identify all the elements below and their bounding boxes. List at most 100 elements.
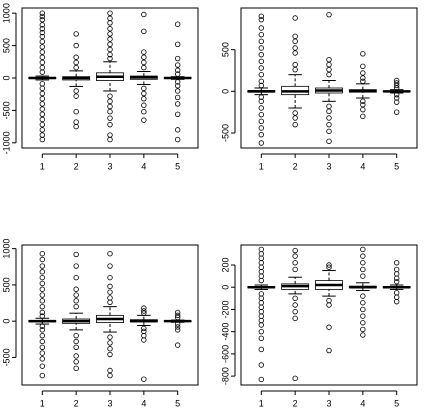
outlier xyxy=(326,121,332,128)
outlier xyxy=(360,51,366,57)
outlier xyxy=(326,103,332,110)
outlier xyxy=(39,256,46,263)
x-tick-label: 2 xyxy=(74,161,79,171)
outlier xyxy=(107,10,113,16)
outlier xyxy=(107,299,113,306)
x-tick-label: 5 xyxy=(175,161,180,171)
outlier xyxy=(141,337,147,343)
outlier xyxy=(393,266,400,273)
outlier xyxy=(258,328,265,335)
outlier xyxy=(73,109,79,115)
x-tick-label: 3 xyxy=(326,161,331,171)
outlier xyxy=(39,13,46,20)
outlier xyxy=(393,278,400,285)
y-tick-label: 0 xyxy=(1,75,11,80)
outlier xyxy=(258,308,265,315)
outlier xyxy=(326,71,332,78)
outlier xyxy=(73,286,79,292)
outlier xyxy=(39,69,46,75)
outlier xyxy=(73,251,79,258)
outlier xyxy=(258,45,265,51)
outlier xyxy=(141,85,147,92)
outlier xyxy=(258,71,265,78)
outlier xyxy=(73,365,79,372)
y-tick-label: -500 xyxy=(1,348,11,366)
outlier xyxy=(360,300,366,306)
outlier xyxy=(107,36,113,42)
outlier xyxy=(292,295,298,302)
outlier xyxy=(258,251,265,257)
outlier xyxy=(360,332,366,338)
outlier xyxy=(39,39,46,45)
outlier xyxy=(39,29,46,36)
outlier xyxy=(326,128,332,135)
outlier xyxy=(107,109,113,115)
outlier xyxy=(39,90,46,97)
outlier xyxy=(141,54,147,60)
outlier xyxy=(39,286,46,292)
outlier xyxy=(141,328,147,335)
outlier xyxy=(39,292,46,298)
outlier xyxy=(107,283,113,290)
outlier xyxy=(393,298,400,305)
outlier xyxy=(39,298,46,304)
outlier xyxy=(141,59,147,66)
outlier xyxy=(258,31,265,38)
outlier xyxy=(393,99,400,105)
outlier xyxy=(141,102,147,108)
outlier xyxy=(39,263,46,269)
outlier xyxy=(39,33,46,40)
outlier xyxy=(258,277,265,284)
y-tick-label: 1000 xyxy=(1,239,11,259)
outlier xyxy=(174,324,181,330)
outlier xyxy=(393,260,400,266)
outlier xyxy=(393,290,400,296)
outlier xyxy=(258,16,265,23)
plot-frame xyxy=(240,244,418,386)
outlier xyxy=(39,132,46,138)
outlier xyxy=(73,31,79,37)
outlier xyxy=(326,115,332,121)
outlier xyxy=(360,113,366,120)
outlier xyxy=(73,59,79,66)
outlier xyxy=(107,46,113,53)
outlier xyxy=(141,332,147,339)
outlier xyxy=(360,273,366,279)
outlier xyxy=(360,266,366,273)
y-tick-label: 0 xyxy=(1,319,11,324)
outlier xyxy=(292,315,298,322)
outlier xyxy=(258,78,265,85)
outlier xyxy=(39,85,46,92)
outlier xyxy=(292,266,298,273)
outlier xyxy=(292,302,298,308)
outlier xyxy=(39,344,46,350)
outlier xyxy=(292,50,298,56)
outlier xyxy=(326,11,332,18)
outlier xyxy=(107,115,113,121)
outlier xyxy=(39,81,46,87)
outlier xyxy=(326,347,332,354)
outlier xyxy=(258,13,265,20)
outlier xyxy=(174,101,181,107)
outlier xyxy=(292,61,298,68)
outlier xyxy=(360,70,366,76)
outlier xyxy=(107,26,113,32)
outlier xyxy=(73,64,79,71)
outlier xyxy=(393,109,400,115)
outlier xyxy=(174,88,181,94)
x-tick-label: 1 xyxy=(40,398,45,408)
y-tick-label: -1000 xyxy=(1,131,11,154)
outlier xyxy=(141,11,147,18)
outlier xyxy=(141,308,147,314)
outlier xyxy=(326,108,332,115)
outlier xyxy=(292,110,298,116)
outlier xyxy=(73,292,79,298)
outlier xyxy=(258,300,265,306)
outlier xyxy=(39,136,46,143)
outlier xyxy=(141,325,147,332)
x-tick-label: 4 xyxy=(360,398,365,408)
outlier xyxy=(360,293,366,299)
x-tick-label: 5 xyxy=(175,398,180,408)
outlier xyxy=(73,263,79,269)
